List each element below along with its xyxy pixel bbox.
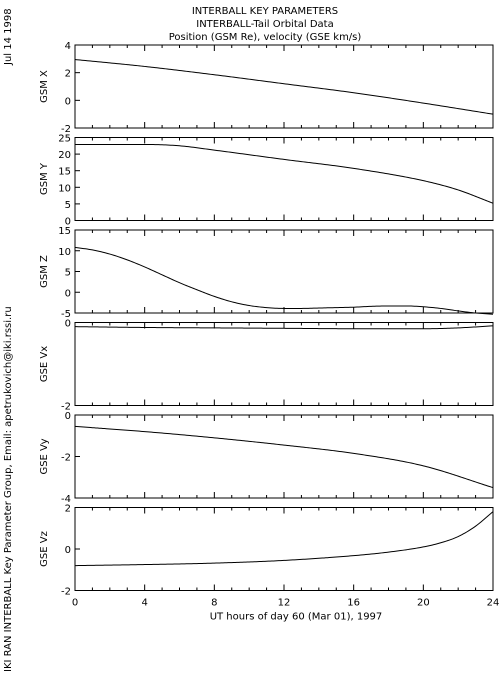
title-line-1: INTERBALL KEY PARAMETERS: [192, 6, 338, 17]
y-tick-label: 2: [65, 69, 71, 80]
series-line-1: [74, 511, 494, 567]
y-tick-label: -2: [61, 587, 71, 598]
y-tick-label: 10: [58, 183, 71, 194]
y-axis-label: GSE Vy: [39, 438, 50, 474]
series-line-1: [74, 59, 494, 115]
y-tick-label: -4: [61, 494, 71, 505]
series-line-1: [74, 425, 494, 489]
plot-frame: [74, 322, 494, 406]
series-line-1: [74, 246, 494, 315]
y-tick-label: 0: [65, 545, 71, 556]
y-axis-label: GSM X: [39, 70, 50, 103]
y-tick-label: 20: [58, 150, 71, 161]
y-tick-label: 10: [58, 247, 71, 258]
x-tick-label: 0: [72, 598, 78, 609]
title-line-3: Position (GSM Re), velocity (GSE km/s): [169, 32, 362, 43]
plot-frame: [74, 507, 494, 591]
plot-frame: [74, 229, 494, 314]
y-tick-label: 2: [65, 504, 71, 515]
y-tick-label: 0: [65, 288, 71, 299]
title-line-2: INTERBALL-Tail Orbital Data: [196, 19, 333, 30]
x-axis-label: UT hours of day 60 (Mar 01), 1997: [210, 612, 383, 623]
date-stamp: Jul 14 1998: [3, 8, 14, 66]
y-tick-label: -5: [61, 309, 71, 320]
series-line-1: [74, 325, 494, 330]
x-tick-label: 20: [417, 598, 430, 609]
x-tick-label: 4: [141, 598, 147, 609]
x-tick-label: 8: [211, 598, 217, 609]
plot-frame: [74, 137, 494, 221]
series-line-1: [75, 143, 494, 204]
y-tick-label: 5: [65, 268, 71, 279]
x-tick-label: 16: [347, 598, 360, 609]
panel-4: -2 0 GSE Vx: [39, 319, 494, 413]
y-tick-label: 25: [58, 134, 71, 145]
y-tick-label: -2: [61, 402, 71, 413]
panel-1: -2 0 2 4 GSM X: [39, 41, 494, 135]
y-tick-label: 15: [58, 226, 71, 237]
x-tick-label: 24: [487, 598, 500, 609]
y-tick-label: 0: [65, 217, 71, 228]
y-tick-label: 0: [65, 411, 71, 422]
x-tick-label: 12: [278, 598, 291, 609]
credit-line: IKI RAN INTERBALL Key Parameter Group, E…: [3, 306, 14, 672]
plot-frame: [74, 414, 494, 499]
y-tick-label: 4: [65, 41, 71, 52]
y-tick-label: 15: [58, 167, 71, 178]
y-axis-label: GSM Z: [39, 255, 50, 288]
y-axis-label: GSE Vz: [39, 531, 50, 567]
y-tick-label: 0: [65, 96, 71, 107]
plot-frame: [74, 44, 494, 129]
panel-5: -4 -2 0 GSE Vy: [39, 411, 494, 505]
y-axis-label: GSE Vx: [39, 346, 50, 382]
y-tick-label: 5: [65, 200, 71, 211]
y-tick-label: -2: [61, 453, 71, 464]
y-tick-label: -2: [61, 124, 71, 135]
panel-2: 0 5 10 15 20 25 GSM Y: [39, 134, 494, 228]
panel-3: -5 0 5 10 15 GSM Z: [39, 226, 494, 320]
y-axis-label: GSM Y: [39, 162, 50, 195]
y-tick-label: 0: [65, 319, 71, 330]
